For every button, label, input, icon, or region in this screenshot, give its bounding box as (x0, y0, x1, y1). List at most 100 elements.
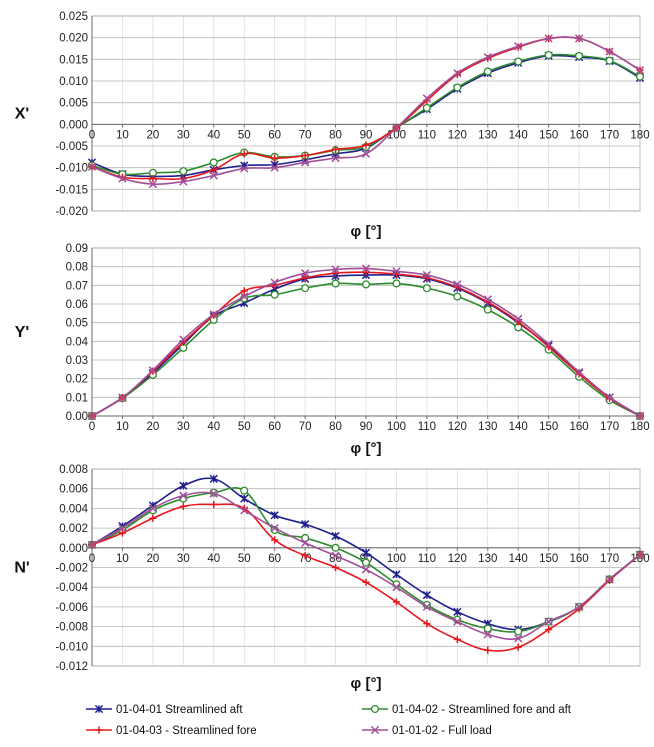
data-point (392, 267, 401, 276)
data-point (331, 145, 340, 154)
y-tick-label: 0.015 (59, 54, 88, 66)
y-tick-label: -0.020 (55, 206, 88, 218)
x-tick-label: 0 (89, 553, 95, 565)
data-point (118, 523, 127, 533)
x-tick-label: 60 (268, 421, 281, 433)
x-tick-label: 100 (387, 553, 406, 565)
data-point (361, 558, 371, 567)
y-tick-label: -0.004 (55, 582, 88, 594)
data-point (423, 620, 431, 628)
data-point (453, 607, 462, 616)
y-tick-label: -0.012 (55, 661, 88, 673)
legend-label: 01-04-01 Streamlined aft (116, 704, 243, 716)
x-tick-label: 40 (207, 421, 220, 433)
data-point (575, 51, 584, 60)
data-point (179, 491, 188, 500)
x-tick-label: 130 (478, 129, 497, 141)
y-tick-label: 0.005 (59, 98, 88, 110)
data-point (544, 50, 553, 60)
data-point (574, 34, 584, 43)
data-point (392, 123, 401, 132)
data-point (209, 171, 218, 180)
chart-panel-2: 0.09 0.08 0.07 0.06 0.05 0.04 0.03 0.02 0.01 0.00… (15, 243, 650, 457)
data-point (210, 500, 218, 509)
y-tick-label: 0.00 (66, 411, 88, 423)
x-tick-label: 110 (418, 421, 436, 433)
x-tick-label: 40 (207, 129, 220, 141)
series-4 (87, 34, 645, 189)
data-point (118, 529, 127, 537)
data-point (87, 540, 97, 549)
data-point (118, 393, 127, 402)
data-point (514, 634, 523, 643)
y-tick-label: -0.006 (55, 602, 88, 614)
data-point (148, 366, 158, 375)
x-tick-label: 180 (630, 129, 649, 141)
legend: 01-04-01 Streamlined aft 01-04-02 - Strea… (86, 704, 572, 737)
legend-item: 01-01-02 - Full load (362, 725, 492, 737)
data-point (605, 393, 614, 402)
x-axis-label: φ [°] (351, 223, 382, 240)
data-point (362, 578, 370, 586)
x-tick-label: 60 (268, 129, 281, 141)
x-tick-label: 180 (630, 421, 649, 433)
y-axis-label: N' (14, 560, 29, 577)
x-tick-label: 30 (177, 553, 190, 565)
y-tick-label: 0.002 (59, 523, 88, 535)
x-tick-label: 120 (448, 553, 467, 565)
x-tick-label: 40 (207, 553, 220, 565)
chart-panel-1: 0.025 0.020 0.015 0.010 0.005 0.000 -0.005 -0.0… (15, 11, 650, 240)
data-point (270, 163, 279, 172)
x-tick-label: 90 (360, 421, 373, 433)
data-point (301, 284, 310, 293)
data-point (635, 72, 645, 81)
data-point (331, 269, 340, 277)
x-tick-label: 140 (509, 553, 528, 565)
x-tick-label: 120 (448, 129, 467, 141)
data-point (545, 625, 553, 634)
x-tick-label: 100 (387, 421, 406, 433)
y-axis-label: X' (15, 106, 29, 123)
data-point (514, 643, 522, 651)
data-point (209, 489, 218, 498)
data-point (331, 563, 340, 572)
data-point (483, 295, 492, 304)
x-tick-label: 10 (116, 129, 129, 141)
legend-marker (370, 725, 380, 735)
data-point (301, 151, 309, 160)
legend-marker (95, 726, 103, 734)
data-point (240, 506, 249, 515)
y-tick-label: -0.002 (55, 563, 88, 575)
data-point (514, 57, 523, 66)
y-tick-label: -0.010 (55, 163, 88, 175)
data-point (179, 502, 187, 511)
data-point (87, 162, 97, 171)
data-point (635, 411, 645, 421)
y-tick-label: 0.08 (66, 262, 88, 274)
x-tick-label: 50 (238, 129, 251, 141)
data-point (514, 42, 523, 51)
series-4 (87, 264, 645, 421)
y-tick-label: 0.025 (59, 11, 88, 23)
x-tick-label: 160 (570, 553, 589, 565)
data-point (514, 314, 523, 324)
data-point (422, 284, 431, 293)
series-4 (87, 489, 645, 643)
x-tick-label: 10 (116, 421, 129, 433)
data-point (179, 177, 188, 186)
data-point (179, 167, 188, 176)
data-point (300, 269, 310, 278)
legend-label: 01-04-02 - Streamlined fore and aft (392, 704, 572, 716)
y-tick-label: 0.008 (59, 464, 88, 476)
data-point (605, 56, 614, 65)
x-axis-label: φ [°] (351, 675, 382, 692)
data-point (422, 270, 432, 280)
y-tick-label: 0.06 (66, 299, 88, 311)
x-tick-label: 130 (478, 553, 497, 565)
x-tick-label: 110 (418, 129, 436, 141)
y-tick-label: -0.010 (55, 641, 88, 653)
chart-panel-3: 0.008 0.006 0.004 0.002 0.000 -0.002 -0.004 -0.… (14, 464, 649, 692)
x-tick-label: 70 (299, 129, 312, 141)
